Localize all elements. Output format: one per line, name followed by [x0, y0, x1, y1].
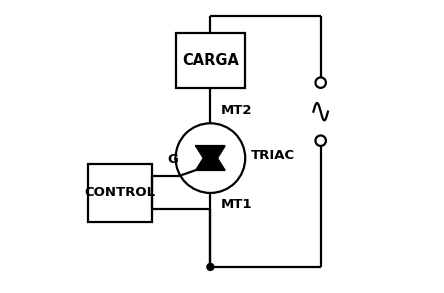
Bar	[175, 33, 245, 88]
Bar	[88, 164, 152, 222]
Text: CONTROL: CONTROL	[85, 186, 156, 200]
Polygon shape	[195, 146, 226, 170]
Text: MT1: MT1	[221, 198, 252, 211]
Text: MT2: MT2	[221, 105, 252, 117]
Polygon shape	[195, 146, 226, 170]
Text: G: G	[167, 153, 178, 166]
Text: TRIAC: TRIAC	[251, 149, 295, 162]
Circle shape	[207, 263, 214, 270]
Text: CARGA: CARGA	[182, 53, 239, 68]
